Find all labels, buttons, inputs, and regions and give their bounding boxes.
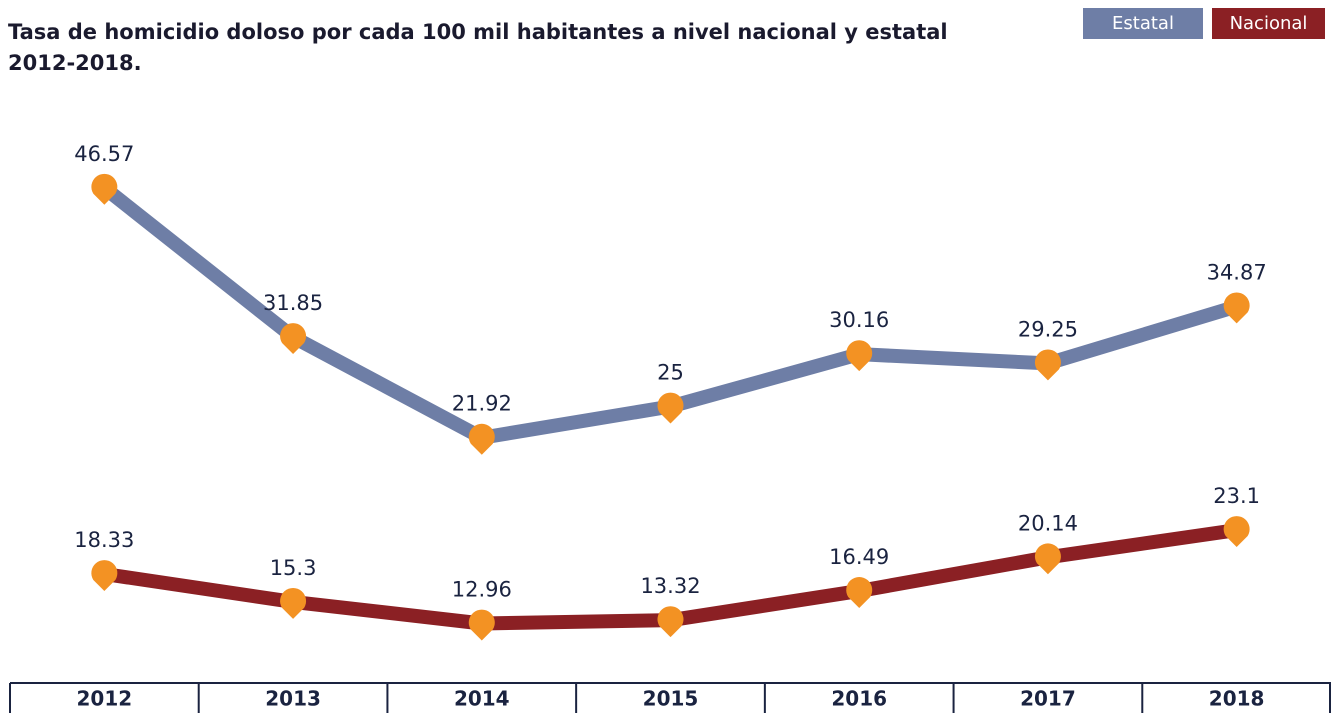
data-label: 13.32 [640, 574, 700, 598]
data-label: 16.49 [829, 545, 889, 569]
marker [280, 323, 307, 355]
data-label: 15.3 [270, 556, 317, 580]
legend-swatch [1083, 8, 1203, 39]
x-tick-label: 2014 [454, 687, 510, 711]
x-tick-label: 2013 [265, 687, 321, 711]
data-label: 25 [657, 361, 684, 385]
marker [1034, 349, 1061, 381]
marker [657, 606, 684, 638]
data-label: 46.57 [74, 142, 134, 166]
data-label: 21.92 [452, 392, 512, 416]
legend-label: Nacional [1230, 13, 1308, 34]
x-tick-label: 2012 [77, 687, 133, 711]
marker [91, 173, 118, 205]
data-label: 31.85 [263, 291, 323, 315]
x-tick-label: 2016 [831, 687, 887, 711]
marker [1223, 516, 1250, 548]
marker [468, 609, 495, 641]
data-label: 23.1 [1213, 484, 1260, 508]
marker [846, 577, 873, 608]
marker [468, 423, 495, 455]
marker [1223, 292, 1250, 324]
legend-swatch [1212, 8, 1325, 39]
data-label: 34.87 [1207, 260, 1267, 284]
data-label: 29.25 [1018, 317, 1078, 341]
x-tick-label: 2017 [1020, 687, 1076, 711]
data-label: 12.96 [452, 577, 512, 601]
marker [280, 587, 307, 619]
marker [91, 560, 118, 591]
x-tick-label: 2018 [1209, 687, 1265, 711]
data-label: 30.16 [829, 308, 889, 332]
data-label: 20.14 [1018, 511, 1078, 535]
data-label: 18.33 [74, 528, 134, 552]
marker [1034, 543, 1061, 575]
marker [846, 340, 873, 372]
marker [657, 392, 684, 424]
legend-label: Estatal [1112, 13, 1174, 34]
x-tick-label: 2015 [643, 687, 699, 711]
chart-subtitle: 2012-2018. [8, 51, 142, 75]
chart-title: Tasa de homicidio doloso por cada 100 mi… [8, 20, 948, 44]
